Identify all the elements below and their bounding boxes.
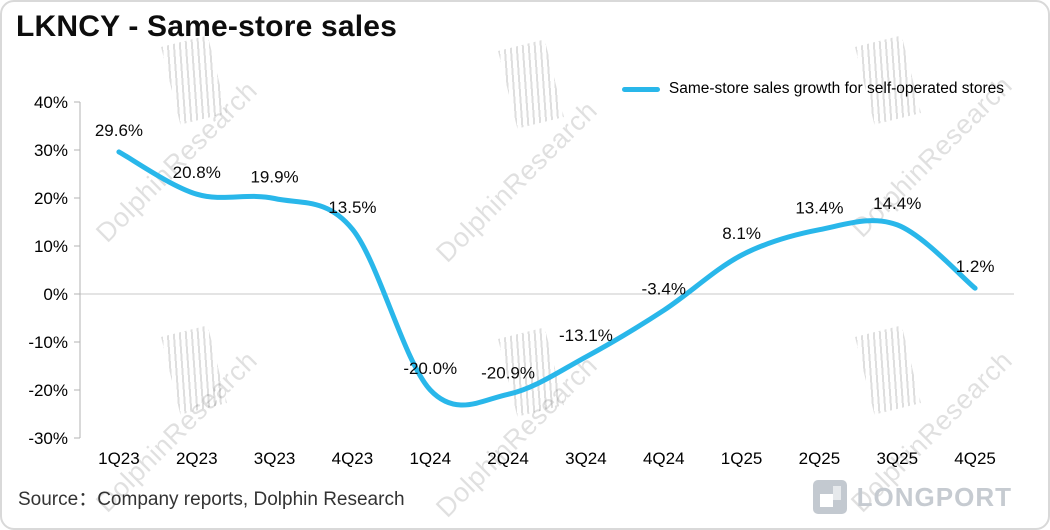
legend: Same-store sales growth for self-operate… xyxy=(621,80,1004,98)
x-axis-tick-label: 2Q24 xyxy=(487,449,529,468)
data-label: 1.2% xyxy=(956,257,995,276)
y-axis-tick-label: 30% xyxy=(34,141,68,160)
y-axis-tick-label: 20% xyxy=(34,189,68,208)
data-label: 20.8% xyxy=(173,163,221,182)
longport-logo-icon xyxy=(812,480,847,514)
longport-brand: LONGPORT xyxy=(812,480,1012,514)
data-label: -3.4% xyxy=(642,279,686,298)
page-title: LKNCY - Same-store sales xyxy=(16,10,398,43)
x-axis-tick-label: 2Q25 xyxy=(799,449,841,468)
legend-label: Same-store sales growth for self-operate… xyxy=(668,80,1004,97)
series-line xyxy=(116,149,978,408)
longport-logo-text: LONGPORT xyxy=(856,481,1012,512)
legend-line-swatch xyxy=(621,86,660,92)
source-note: Source：Company reports, Dolphin Research xyxy=(18,489,405,510)
data-label: -20.0% xyxy=(403,359,457,378)
data-label: -13.1% xyxy=(559,326,613,345)
data-label: 14.4% xyxy=(873,194,921,213)
data-label: 13.4% xyxy=(795,199,843,218)
y-axis-tick-label: -30% xyxy=(28,429,68,448)
y-axis-tick-label: -10% xyxy=(28,333,68,352)
y-axis-tick-label: 40% xyxy=(34,93,68,112)
data-label: 19.9% xyxy=(250,167,298,186)
x-axis-tick-label: 3Q23 xyxy=(254,449,296,468)
x-axis-tick-label: 1Q25 xyxy=(721,449,763,468)
data-label: 8.1% xyxy=(722,224,761,243)
x-axis-tick-label: 3Q24 xyxy=(565,449,607,468)
x-axis-tick-label: 4Q23 xyxy=(332,449,374,468)
data-label: -20.9% xyxy=(481,363,535,382)
x-axis-tick-label: 1Q24 xyxy=(409,449,451,468)
x-axis-tick-label: 3Q25 xyxy=(876,449,918,468)
x-axis-tick-label: 2Q23 xyxy=(176,449,218,468)
x-axis-tick-label: 4Q24 xyxy=(643,449,685,468)
x-axis-tick-label: 4Q25 xyxy=(954,449,996,468)
y-axis-tick-label: -20% xyxy=(28,381,68,400)
y-axis-tick-label: 10% xyxy=(34,237,68,256)
y-axis-tick-label: 0% xyxy=(43,285,68,304)
x-axis-tick-label: 1Q23 xyxy=(98,449,140,468)
data-label: 29.6% xyxy=(95,121,143,140)
data-label: 13.5% xyxy=(328,198,376,217)
